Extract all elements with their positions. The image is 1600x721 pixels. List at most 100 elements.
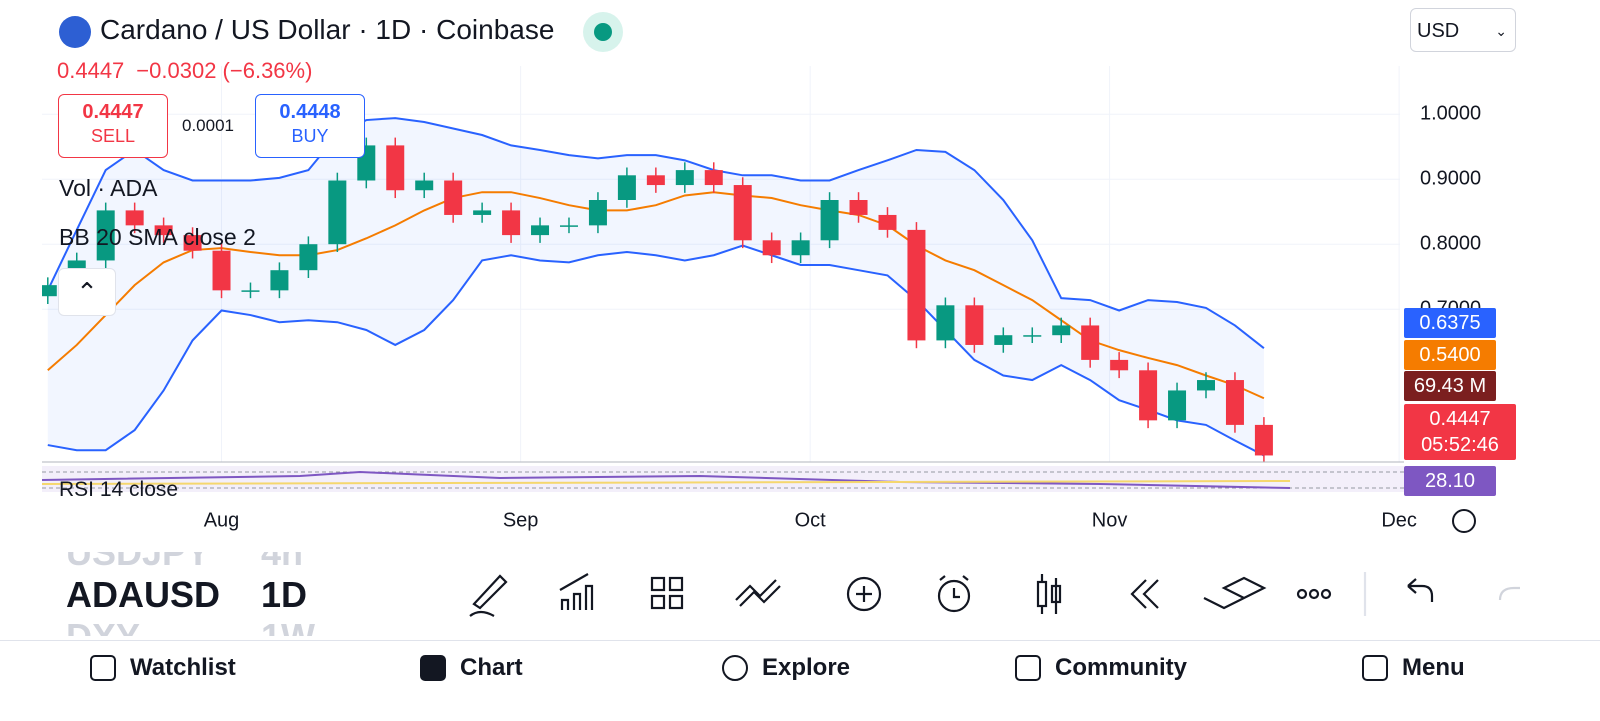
nav-icon xyxy=(90,655,116,681)
nav-item[interactable]: Explore xyxy=(722,654,850,682)
candle-body xyxy=(1081,325,1100,360)
settings-icon[interactable] xyxy=(1452,509,1476,533)
currency-select[interactable]: USD ⌄ xyxy=(1410,8,1516,52)
layers-tool[interactable] xyxy=(1203,576,1267,610)
undo-tool[interactable] xyxy=(1407,578,1434,602)
buy-label: BUY xyxy=(291,126,329,146)
candle-body xyxy=(42,285,57,297)
buy-price: 0.4448 xyxy=(279,101,341,123)
bollinger-legend[interactable]: BB 20 SMA close 2 xyxy=(59,224,256,250)
candle-body xyxy=(704,170,723,186)
nav-item[interactable]: Community xyxy=(1015,654,1187,682)
rsi-ma xyxy=(41,480,1291,485)
candle-body xyxy=(907,229,926,341)
badge-value: 0.4447 xyxy=(1429,408,1491,430)
replay-tool[interactable] xyxy=(1130,579,1159,609)
candle-body xyxy=(820,200,839,241)
buy-button[interactable]: 0.4448 BUY xyxy=(255,94,365,158)
candle-body xyxy=(125,210,144,226)
band-fill xyxy=(47,118,1264,456)
collapse-button[interactable]: ⌃ xyxy=(58,268,116,316)
candle-body xyxy=(675,170,694,186)
candle-body xyxy=(386,145,405,191)
band-line xyxy=(47,244,1265,457)
candle-body xyxy=(531,225,550,236)
last-price: 0.4447 xyxy=(57,58,125,83)
price-badge: 69.43 M xyxy=(1404,371,1496,401)
nav-label: Explore xyxy=(762,654,851,681)
symbol-name: DXY xyxy=(66,616,141,657)
market-status[interactable] xyxy=(583,12,623,52)
candle-body xyxy=(1168,390,1187,421)
nav-item[interactable]: Menu xyxy=(1362,654,1465,682)
add-tool[interactable] xyxy=(846,576,882,612)
nav-icon xyxy=(1015,655,1041,681)
spread: 0.0001 xyxy=(182,116,234,135)
x-tick-label: Oct xyxy=(795,509,827,531)
symbol-interval: 1D xyxy=(261,574,308,615)
x-tick-label: Dec xyxy=(1381,509,1417,531)
candle-body xyxy=(183,235,202,251)
band-line xyxy=(46,117,1265,349)
sell-label: SELL xyxy=(90,126,136,146)
candle-body xyxy=(733,185,752,241)
nav-icon xyxy=(722,655,748,681)
symbol-row[interactable]: USDJPY 4h xyxy=(66,532,303,574)
badge-value: 28.10 xyxy=(1424,470,1476,492)
symbol-row[interactable]: ADAUSD 1D xyxy=(66,574,307,616)
candle-body xyxy=(1225,380,1244,425)
candle-body xyxy=(878,214,897,230)
indicators-tool[interactable] xyxy=(559,573,594,610)
candle-body xyxy=(994,335,1013,345)
price-badge: 28.10 xyxy=(1404,466,1496,496)
candle-body xyxy=(965,305,984,345)
candle-body xyxy=(299,244,318,271)
candle-body xyxy=(1139,370,1158,421)
candle-body xyxy=(444,180,463,215)
bottom-nav xyxy=(0,640,1600,721)
badge-value: 0.5400 xyxy=(1419,344,1481,366)
candle-body xyxy=(791,240,810,256)
nav-item[interactable]: Chart xyxy=(420,654,523,682)
badge-countdown: 05:52:46 xyxy=(1421,434,1499,456)
candle-body xyxy=(936,305,955,341)
badge-value: 0.6375 xyxy=(1419,312,1481,334)
candle-body xyxy=(762,240,781,256)
price-line: 0.4447 −0.0302 (−6.36%) xyxy=(57,58,312,84)
price-badge: 0.6375 xyxy=(1404,308,1496,338)
toolbar xyxy=(469,572,1520,617)
alert-tool[interactable] xyxy=(937,579,971,613)
rsi-legend[interactable]: RSI 14 close xyxy=(59,478,179,501)
symbol-name: USDJPY xyxy=(66,532,211,573)
nav-label: Watchlist xyxy=(130,654,236,681)
x-tick-label: Nov xyxy=(1092,509,1128,531)
candle-body xyxy=(154,225,173,236)
nav-item[interactable]: Watchlist xyxy=(90,654,236,682)
candle-body xyxy=(415,180,434,191)
candle-body xyxy=(849,200,868,215)
candle-body xyxy=(646,175,665,186)
more-tool[interactable] xyxy=(1296,588,1308,600)
candle-body xyxy=(212,250,231,291)
chart-type-tool[interactable] xyxy=(1036,580,1048,608)
candle-body xyxy=(559,225,578,227)
candle-body xyxy=(1254,424,1273,456)
price-change: −0.0302 (−6.36%) xyxy=(136,58,313,83)
sell-button[interactable]: 0.4447 SELL xyxy=(58,94,168,158)
symbol-row[interactable]: DXY 1W xyxy=(66,616,315,657)
draw-tool[interactable] xyxy=(469,574,508,617)
nav-label: Menu xyxy=(1402,654,1465,681)
nav-icon xyxy=(1362,655,1388,681)
layout-tool[interactable] xyxy=(650,576,666,592)
symbol-name: ADAUSD xyxy=(66,574,221,615)
candle-body xyxy=(1023,335,1042,337)
redo-tool[interactable] xyxy=(1498,586,1520,601)
candle-body xyxy=(473,210,492,215)
y-tick-label: 1.0000 xyxy=(1420,102,1481,124)
coin-icon xyxy=(59,16,91,48)
volume-legend[interactable]: Vol · ADA xyxy=(59,175,158,201)
compare-tool[interactable] xyxy=(735,579,781,607)
x-tick-label: Aug xyxy=(204,509,240,531)
